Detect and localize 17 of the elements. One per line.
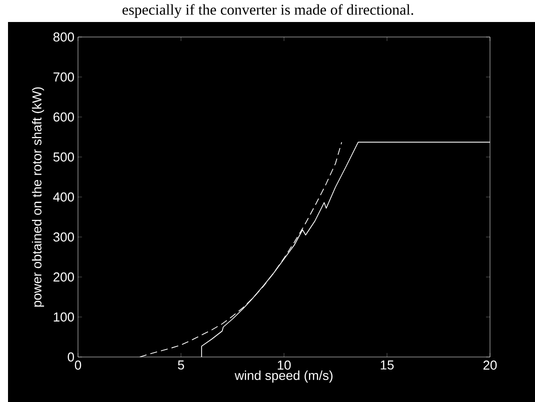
x-tick-label: 0 xyxy=(74,360,82,370)
x-tick-label: 15 xyxy=(380,360,394,370)
x-tick-label: 5 xyxy=(178,360,184,370)
text: especially if the converter is made of directional. xyxy=(122,4,414,18)
y-tick-label: 500 xyxy=(53,152,74,162)
y-tick-label: 800 xyxy=(53,32,74,42)
y-tick-label: 600 xyxy=(54,112,74,122)
x-axis-title: wind speed (m/s) xyxy=(234,370,332,383)
y-tick-label: 0 xyxy=(68,352,74,362)
y-axis-title: power obtained on the rotor shaft (kW) xyxy=(32,87,44,307)
y-tick-label: 300 xyxy=(53,232,74,242)
y-tick-label: 200 xyxy=(54,272,74,282)
x-tick-label: 20 xyxy=(483,360,497,370)
x-tick-label: 10 xyxy=(278,360,291,370)
y-tick-label: 700 xyxy=(54,72,74,82)
y-tick-label: 400 xyxy=(53,192,74,202)
y-tick-label: 100 xyxy=(54,312,74,322)
